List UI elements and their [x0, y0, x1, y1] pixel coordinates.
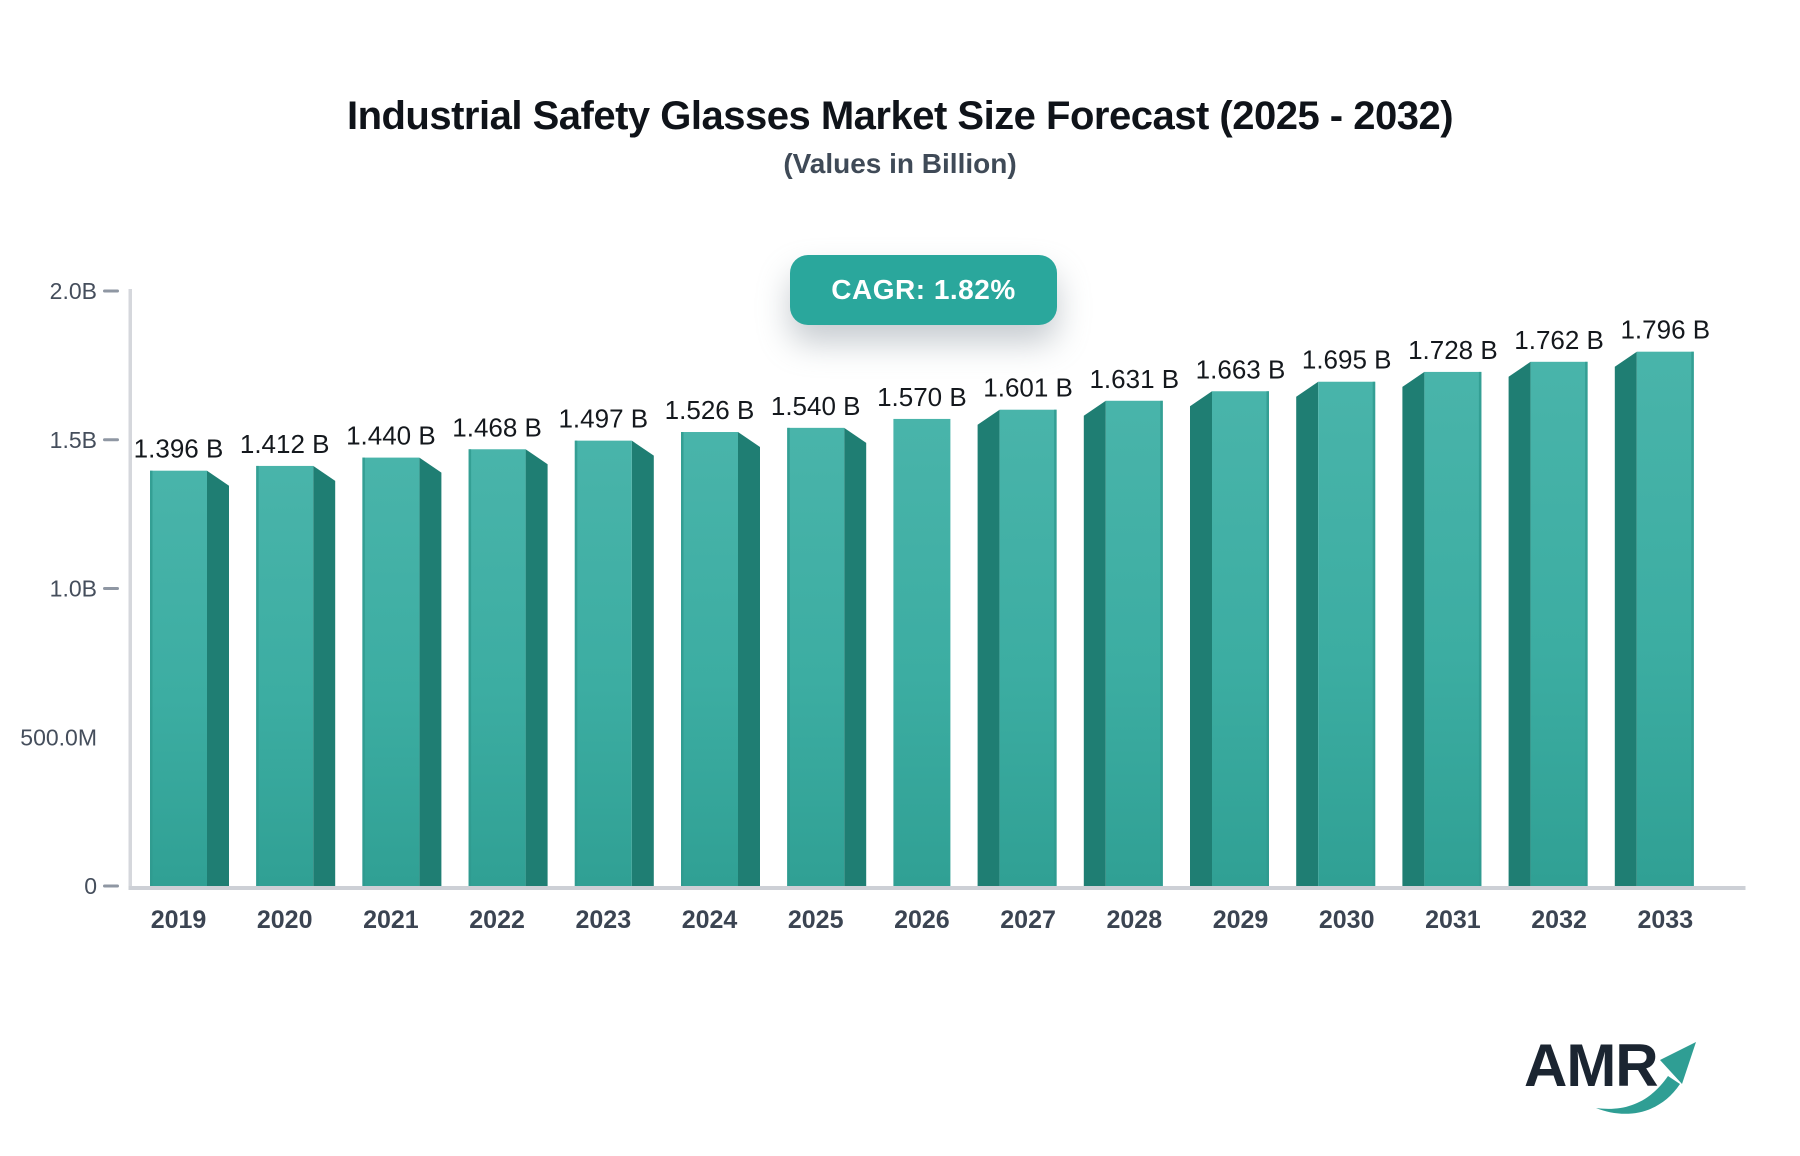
bar-front-2030 — [1318, 381, 1376, 886]
bar-edge — [1054, 409, 1057, 886]
bar-edge — [362, 457, 365, 886]
bar-edge — [787, 427, 790, 886]
bar-front-2024 — [681, 432, 738, 886]
value-label-2023: 1.497 B — [558, 404, 648, 434]
year-label-2030: 2030 — [1319, 906, 1375, 934]
bar-edge — [574, 440, 578, 886]
bar-front-2031 — [1424, 371, 1482, 886]
year-label-2019: 2019 — [151, 906, 207, 934]
y-tick-label: 2.0B — [50, 278, 97, 304]
bar-side-2032 — [1508, 361, 1531, 886]
year-label-2031: 2031 — [1425, 906, 1481, 934]
year-label-2029: 2029 — [1213, 906, 1269, 934]
value-label-2032: 1.762 B — [1514, 325, 1604, 355]
arrow-head-icon — [1660, 1042, 1696, 1084]
year-label-2033: 2033 — [1637, 906, 1693, 934]
bar-front-2029 — [1212, 391, 1269, 886]
year-label-2027: 2027 — [1000, 906, 1056, 934]
bar-edge — [1691, 351, 1694, 886]
y-axis-line — [128, 289, 132, 888]
bar-front-2028 — [1105, 400, 1163, 886]
chart-subtitle: (Values in Billion) — [783, 148, 1017, 179]
y-tick-label: 500.0M — [20, 724, 97, 750]
y-tick-label: 0 — [84, 873, 97, 899]
year-label-2026: 2026 — [894, 906, 950, 934]
arrow-swoosh-icon — [1596, 1076, 1680, 1114]
year-label-2032: 2032 — [1531, 906, 1587, 934]
value-label-2022: 1.468 B — [452, 412, 542, 442]
value-label-2027: 1.601 B — [983, 373, 1073, 403]
value-label-2031: 1.728 B — [1408, 335, 1498, 365]
bar-edge — [1372, 381, 1376, 886]
value-label-2021: 1.440 B — [346, 421, 436, 451]
value-label-2033: 1.796 B — [1620, 315, 1710, 345]
value-label-2025: 1.540 B — [771, 391, 861, 421]
value-label-2019: 1.396 B — [134, 434, 224, 464]
bar-edge — [1160, 400, 1163, 886]
cagr-badge: CAGR: 1.82% — [790, 255, 1057, 325]
bar-edge — [150, 470, 153, 886]
bar-front-2021 — [362, 457, 420, 886]
value-label-2030: 1.695 B — [1302, 345, 1392, 375]
value-label-2028: 1.631 B — [1089, 364, 1179, 394]
x-axis-line — [128, 886, 1746, 890]
y-tick-dash — [103, 884, 119, 888]
bar-front-2033 — [1636, 351, 1694, 886]
year-label-2023: 2023 — [575, 906, 631, 934]
bar-front-2020 — [256, 465, 314, 886]
amr-logo: AMR — [1524, 1032, 1696, 1114]
year-label-2022: 2022 — [469, 906, 525, 934]
bar-front-2026 — [893, 418, 951, 886]
bar-side-2022 — [525, 449, 548, 886]
bar-side-2020 — [313, 465, 336, 886]
bar-side-2031 — [1402, 371, 1425, 886]
value-label-2026: 1.570 B — [877, 382, 967, 412]
value-label-2020: 1.412 B — [240, 429, 330, 459]
bar-front-2025 — [787, 427, 845, 886]
bar-edge — [468, 449, 472, 886]
value-label-2024: 1.526 B — [665, 395, 755, 425]
bar-side-2029 — [1190, 391, 1212, 886]
bar-front-2022 — [468, 449, 526, 886]
bar-side-2021 — [419, 457, 442, 886]
year-label-2024: 2024 — [682, 906, 738, 934]
bar-edge — [681, 432, 684, 886]
year-label-2025: 2025 — [788, 906, 844, 934]
year-label-2020: 2020 — [257, 906, 313, 934]
bar-side-2023 — [631, 440, 654, 886]
bar-side-2027 — [977, 409, 1000, 886]
value-label-2029: 1.663 B — [1196, 354, 1286, 384]
bar-edge — [1478, 371, 1482, 886]
y-tick-label: 1.5B — [50, 427, 97, 453]
y-tick-label: 1.0B — [50, 576, 97, 602]
year-label-2021: 2021 — [363, 906, 419, 934]
y-tick-dash — [103, 438, 119, 442]
chart-title: Industrial Safety Glasses Market Size Fo… — [346, 94, 1454, 138]
bar-front-2023 — [574, 440, 632, 886]
bar-front-2019 — [150, 470, 207, 886]
bar-edge — [1585, 361, 1588, 886]
y-tick-dash — [103, 289, 119, 293]
year-label-2028: 2028 — [1106, 906, 1162, 934]
bar-side-2025 — [844, 427, 867, 886]
bar-front-2032 — [1530, 361, 1588, 886]
cagr-badge-label: CAGR: 1.82% — [831, 274, 1016, 305]
bar-side-2024 — [738, 432, 760, 886]
bar-side-2033 — [1614, 351, 1637, 886]
bar-side-2019 — [207, 470, 229, 886]
bar-side-2030 — [1296, 381, 1319, 886]
bar-front-2027 — [999, 409, 1057, 886]
y-tick-dash — [103, 587, 119, 590]
bar-edge — [256, 465, 259, 886]
bar-edge — [1266, 391, 1269, 886]
amr-logo-text: AMR — [1524, 1032, 1658, 1099]
bar-side-2028 — [1083, 400, 1106, 886]
